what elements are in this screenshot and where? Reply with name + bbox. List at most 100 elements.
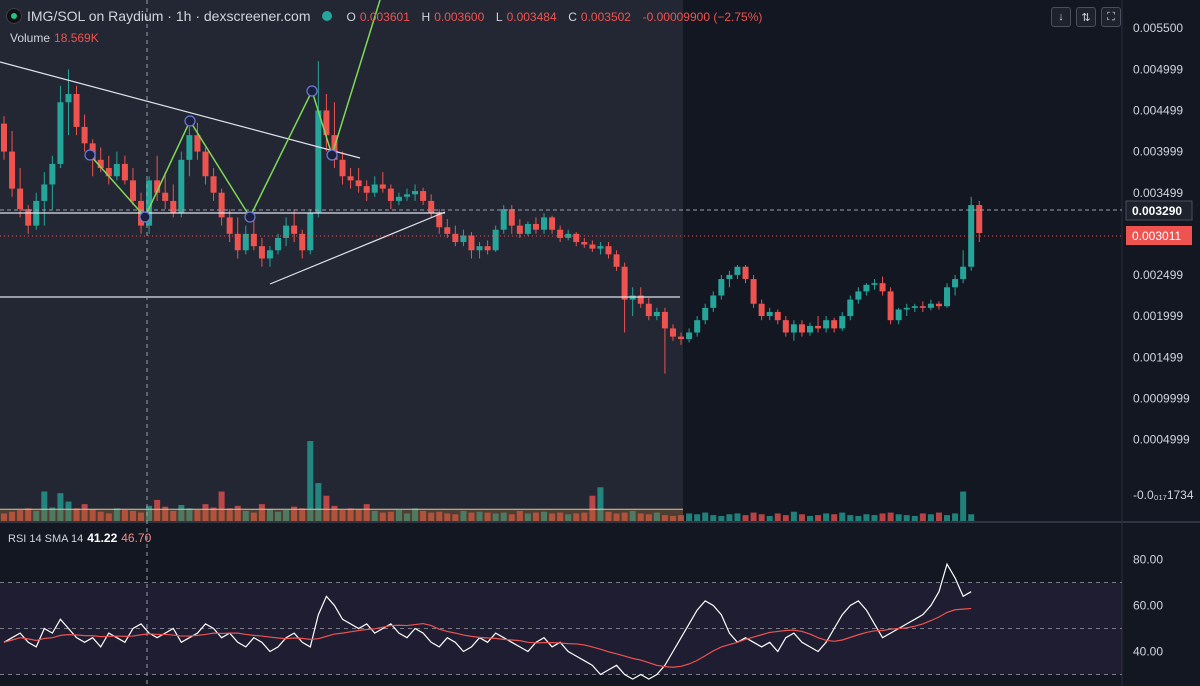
volume-bar [774,513,781,521]
candle-body [186,135,193,160]
scroll-down-button[interactable]: ↓ [1051,7,1071,27]
candle-body [686,332,693,340]
volume-bar [323,495,330,521]
candle-body [81,126,88,144]
volume-bar [807,515,813,521]
rsi-legend[interactable]: RSI 14 SMA 14 41.22 46.70 [8,531,151,545]
candle-body [387,188,394,201]
price-axis[interactable]: 0.005500 0.004999 0.004499 0.003999 0.003499… [1125,21,1194,659]
volume-bar [541,511,548,521]
ohlc-values: O 0.003601 H 0.003600 L 0.003484 C 0.003502 … [346,9,770,24]
volume-bar [573,513,580,521]
volume-bar [766,515,773,521]
volume-bar [710,515,717,521]
candle-body [702,307,709,321]
candle-body [661,311,668,329]
candle-body [557,229,564,238]
candle-body [412,191,419,195]
volume-bar [678,515,685,521]
volume-bar [645,514,652,521]
volume-bar [17,510,24,521]
candle-body [887,291,894,321]
volume-bar [903,515,910,521]
candle-body [218,192,225,218]
volume-bar [895,514,902,521]
candle-body [129,180,136,201]
rsi-tick-label: 80.00 [1133,553,1163,567]
volume-bar [138,512,145,521]
candle-body [653,311,660,317]
candle-body [968,205,975,267]
candle-body [275,237,282,251]
volume-bar [194,510,201,521]
swap-pane-button[interactable]: ⇅ [1076,7,1096,27]
volume-bar [1,513,7,521]
volume-bar [9,511,16,521]
volume-bar [170,510,177,521]
arrow-down-icon: ↓ [1058,11,1064,23]
candle-body [549,217,556,230]
candle-body [919,306,926,308]
volume-bar [258,504,265,521]
volume-bar [516,510,523,521]
chart-header: IMG/SOL on Raydium · 1h · dexscreener.co… [6,6,770,26]
high-label: H [421,9,431,24]
price-tick-label: -0.0₀₁₇1734 [1133,488,1194,502]
volume-bar [669,515,676,521]
volume-bar [146,505,153,521]
crosshair-price-box [1125,200,1193,221]
volume-bar [331,505,338,521]
volume-bar [823,513,830,521]
volume-bar [129,510,136,521]
candle-body [105,168,112,177]
pattern-point [184,115,196,127]
volume-legend[interactable]: Volume 18.569K [10,31,99,45]
candle-body [468,235,475,251]
candle-body [234,233,241,251]
close-value: 0.003502 [580,9,631,24]
candle-body [976,205,983,234]
volume-bar [412,508,419,521]
candle-body [323,110,330,136]
candle-body [637,295,644,304]
volume-bar [162,506,169,521]
volume-bar [428,512,435,521]
candle-body [49,163,56,185]
candle-body [492,229,499,251]
candle-body [250,233,257,247]
candle-body [621,266,628,300]
volume-bar [420,510,427,521]
candle-body [807,325,813,333]
candle-body [339,159,346,177]
descending-trendline [0,61,361,159]
candle-body [121,163,128,181]
candle-body [694,320,701,333]
candle-body [428,200,435,214]
volume-bar [89,509,96,521]
volume-bar [363,504,370,521]
volume-bar [25,508,32,521]
drawings-layer [0,0,1122,686]
candle-body [73,94,80,127]
volume-bar [347,508,354,521]
ascending-trendline [269,211,446,285]
volume-bar [242,510,249,521]
candle-body [9,151,16,189]
volume-bar [935,512,942,521]
candle-body [871,283,878,285]
candle-body [669,328,676,337]
candle-body [710,295,717,308]
candle-body [734,266,741,275]
volume-bar [500,512,507,521]
candle-body [500,209,507,230]
fullscreen-button[interactable]: ⛶ [1101,7,1121,27]
volume-bar [549,513,556,521]
volume-bar [694,514,701,521]
candle-body [766,311,773,317]
candle-body [718,279,725,296]
volume-bar [524,513,531,521]
candle-body [613,254,620,267]
candle-body [541,217,548,230]
candle-body [782,320,789,333]
